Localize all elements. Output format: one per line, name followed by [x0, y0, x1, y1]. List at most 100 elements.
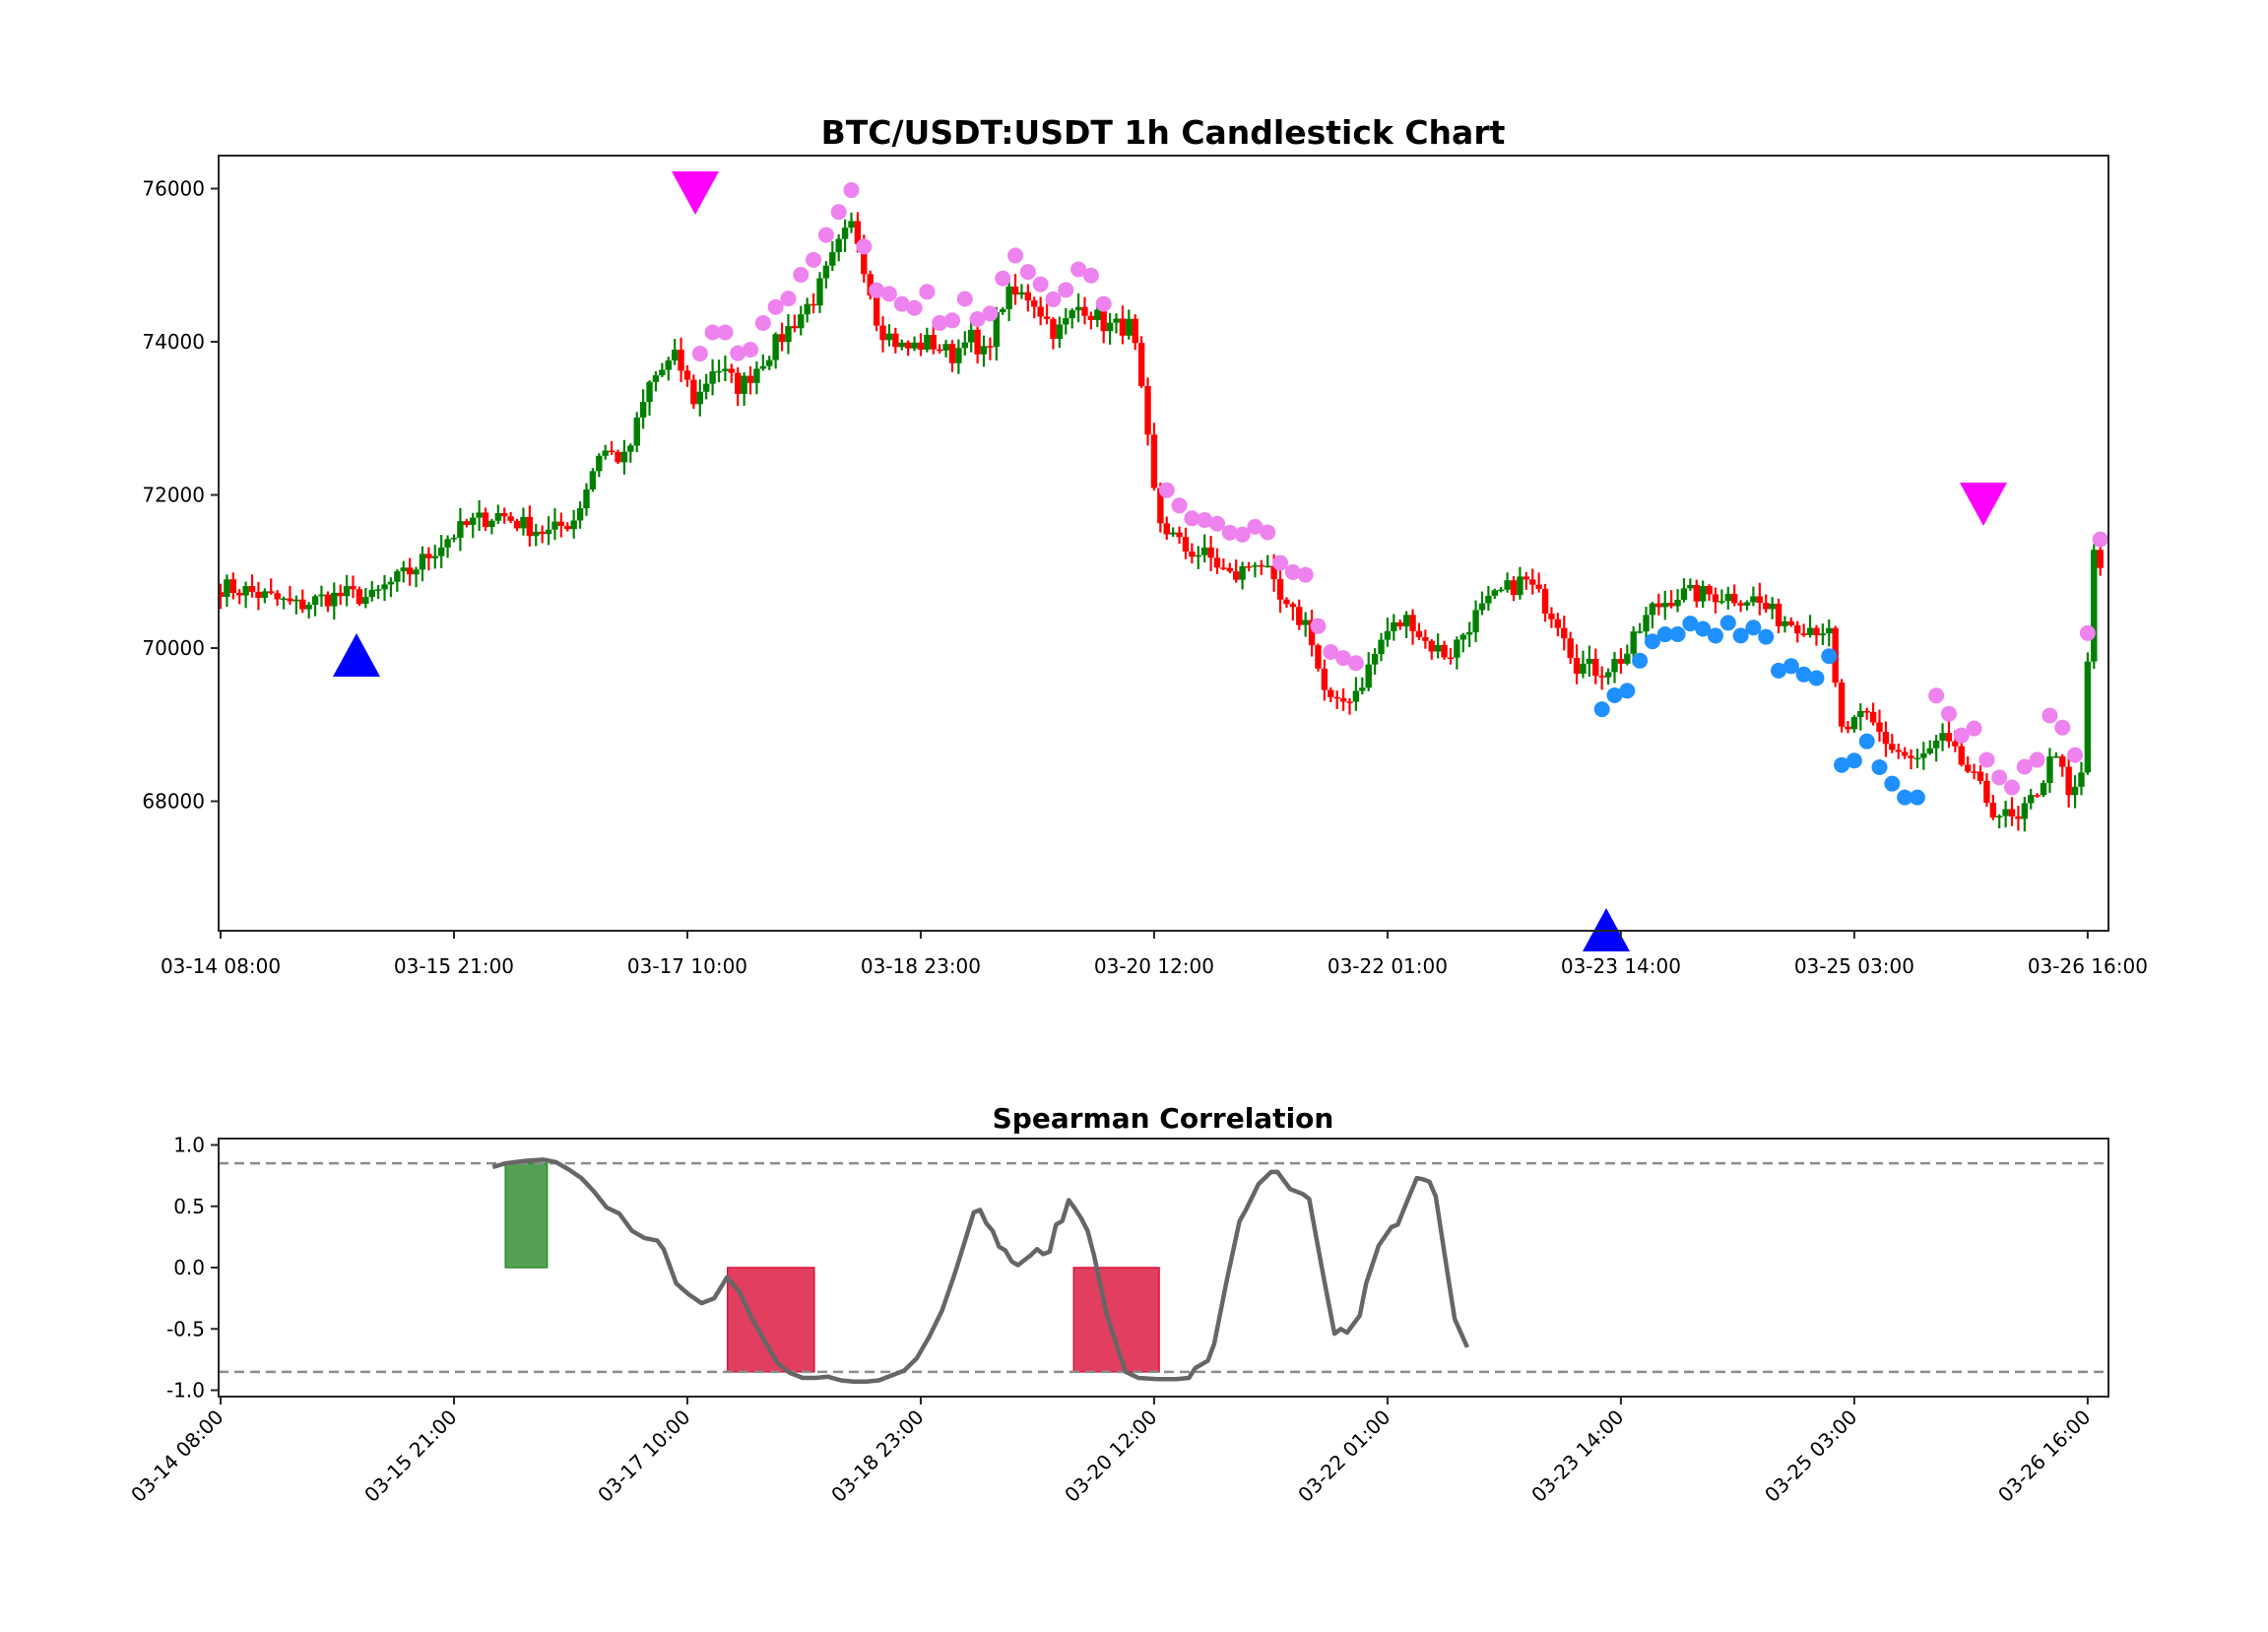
candle-body — [488, 520, 495, 528]
candle-body — [292, 599, 300, 602]
y-tick-label: 76000 — [142, 177, 205, 201]
upper-signal-dot — [1991, 769, 2008, 786]
candle-body — [1100, 309, 1107, 332]
lower-signal-dot — [1821, 648, 1838, 665]
candle-body — [1478, 603, 1486, 611]
candle-body — [356, 589, 363, 605]
candle-body — [1169, 532, 1177, 535]
candle-body — [1321, 668, 1328, 690]
candle-body — [350, 586, 356, 590]
y-tick-label: -1.0 — [166, 1379, 205, 1403]
candle-body — [1043, 316, 1051, 319]
candle-body — [450, 538, 458, 540]
candle-body — [1308, 620, 1316, 646]
candle-body — [848, 221, 855, 228]
candle-body — [930, 335, 937, 350]
x-tick-label: 03-20 12:00 — [1060, 1405, 1161, 1507]
upper-signal-dot — [1297, 566, 1314, 583]
candle-body — [879, 325, 886, 341]
candle-body — [2078, 772, 2085, 787]
candle-body — [1050, 318, 1057, 339]
candle-body — [1750, 596, 1757, 603]
lower-signal-dot — [1758, 628, 1775, 645]
candle-body — [1371, 653, 1379, 665]
upper-signal-dot — [919, 284, 936, 300]
upper-signal-dot — [2016, 758, 2033, 775]
y-tick-label: 70000 — [142, 636, 205, 660]
positive-correlation-region — [504, 1162, 549, 1269]
candle-body — [1233, 571, 1240, 580]
candle-body — [551, 521, 558, 530]
candle-body — [1094, 309, 1101, 320]
candle-body — [1018, 292, 1025, 295]
lower-signal-dot — [1897, 789, 1913, 806]
candle-body — [2046, 756, 2053, 783]
candle-body — [810, 303, 817, 306]
candle-body — [1200, 547, 1208, 555]
upper-signal-dot — [754, 314, 771, 331]
candle-body — [1554, 619, 1562, 628]
candle-body — [822, 265, 830, 279]
negative-correlation-region — [1072, 1267, 1160, 1373]
candle-body — [1649, 603, 1656, 616]
candle-body — [987, 346, 994, 348]
candle-body — [974, 329, 981, 355]
candle-body — [533, 531, 540, 537]
candle-body — [1523, 576, 1530, 580]
candle-body — [791, 326, 799, 329]
upper-signal-dot — [1978, 751, 1995, 768]
x-tick-label: 03-17 10:00 — [627, 954, 747, 978]
candle-body — [2065, 766, 2072, 796]
candle-body — [1137, 343, 1145, 387]
candle-body — [1011, 286, 1019, 295]
x-tick-label: 03-18 23:00 — [826, 1405, 928, 1507]
candle-body — [1863, 711, 1870, 713]
upper-signal-dot — [1171, 497, 1188, 514]
upper-signal-dot — [1019, 264, 1036, 281]
lower-signal-dot — [1858, 733, 1875, 750]
candle-body — [1624, 653, 1631, 664]
candle-body — [1283, 599, 1290, 605]
candle-body — [1598, 676, 1605, 678]
lower-signal-dot — [1593, 701, 1610, 718]
candle-body — [665, 359, 672, 370]
negative-correlation-region — [727, 1267, 815, 1373]
candle-body — [343, 586, 351, 597]
candle-body — [1996, 816, 2003, 818]
candle-body — [1952, 741, 1959, 747]
candle-body — [1031, 300, 1038, 307]
lower-signal-dot — [1884, 775, 1901, 792]
candle-body — [1712, 594, 1719, 603]
candle-body — [1163, 523, 1170, 535]
candle-body — [1126, 318, 1133, 336]
y-tick-label: 72000 — [142, 484, 205, 507]
upper-signal-dot — [817, 227, 834, 243]
candle-body — [1561, 627, 1568, 639]
candle-body — [274, 593, 281, 600]
candle-body — [1869, 711, 1877, 723]
y-tick-label: 0.5 — [173, 1195, 205, 1218]
spearman-plot-area — [219, 1157, 2108, 1385]
candle-body — [1850, 717, 1858, 730]
candle-body — [948, 344, 956, 363]
upper-signal-dot — [880, 286, 897, 302]
candle-body — [690, 379, 697, 405]
candle-body — [2008, 809, 2016, 816]
candle-body — [1056, 324, 1064, 339]
candle-body — [904, 342, 912, 349]
candle-body — [816, 278, 823, 306]
candle-body — [835, 238, 842, 253]
candle-body — [2034, 795, 2041, 797]
candle-body — [1756, 596, 1764, 604]
candle-body — [1024, 292, 1032, 301]
candle-body — [1687, 584, 1694, 589]
y-tick-label: 0.0 — [173, 1256, 205, 1279]
upper-signal-dot — [743, 341, 759, 358]
candle-body — [1782, 620, 1788, 626]
candle-body — [942, 344, 949, 351]
lower-signal-dot — [1682, 616, 1699, 632]
candle-body — [236, 592, 243, 596]
upper-signal-dot — [1310, 618, 1327, 634]
candle-body — [1472, 610, 1479, 632]
candle-body — [1667, 603, 1675, 607]
